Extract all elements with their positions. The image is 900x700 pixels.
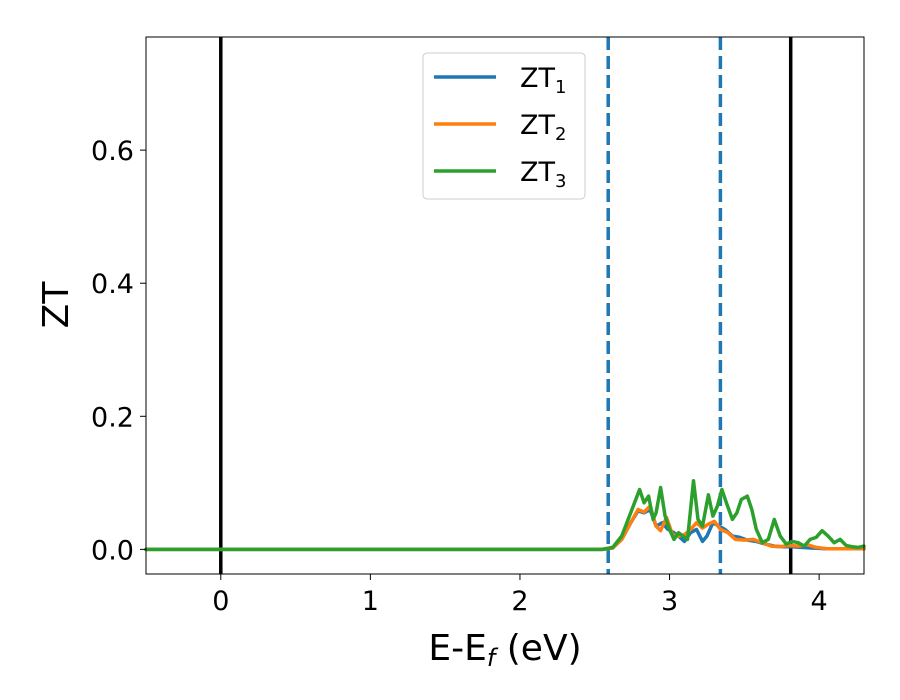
y-tick-label-0: 0.0 <box>91 535 134 566</box>
x-tick-label-0: 0 <box>212 586 229 617</box>
plot-frame <box>145 36 865 575</box>
x-axis-label: E-Ef (eV) <box>428 628 581 672</box>
x-axis-label-unit: (eV) <box>495 628 581 669</box>
x-axis-label-main: E-E <box>428 628 486 669</box>
y-tick-label-1: 0.2 <box>91 402 134 433</box>
series-lines <box>144 479 866 552</box>
x-tick-label-3: 3 <box>661 586 678 617</box>
series-line-2 <box>144 504 866 552</box>
legend-box <box>422 52 586 200</box>
y-tick-label-3: 0.6 <box>91 136 134 167</box>
x-axis: 0 1 2 3 4 <box>212 574 828 617</box>
x-tick-label-2: 2 <box>511 586 528 617</box>
legend-label-3: ZT3 <box>520 157 566 192</box>
legend-items: ZT1 ZT2 ZT3 <box>434 63 566 192</box>
series-line-3 <box>144 479 866 552</box>
y-axis-label: ZT <box>36 281 77 329</box>
x-tick-label-1: 1 <box>362 586 379 617</box>
legend: ZT1 ZT2 ZT3 <box>422 52 586 200</box>
legend-label-1: ZT1 <box>520 63 566 98</box>
x-tick-label-4: 4 <box>811 586 828 617</box>
y-axis: 0.0 0.2 0.4 0.6 <box>91 136 146 566</box>
y-tick-label-2: 0.4 <box>91 269 134 300</box>
reference-lines <box>219 37 793 574</box>
legend-label-2: ZT2 <box>520 110 566 145</box>
